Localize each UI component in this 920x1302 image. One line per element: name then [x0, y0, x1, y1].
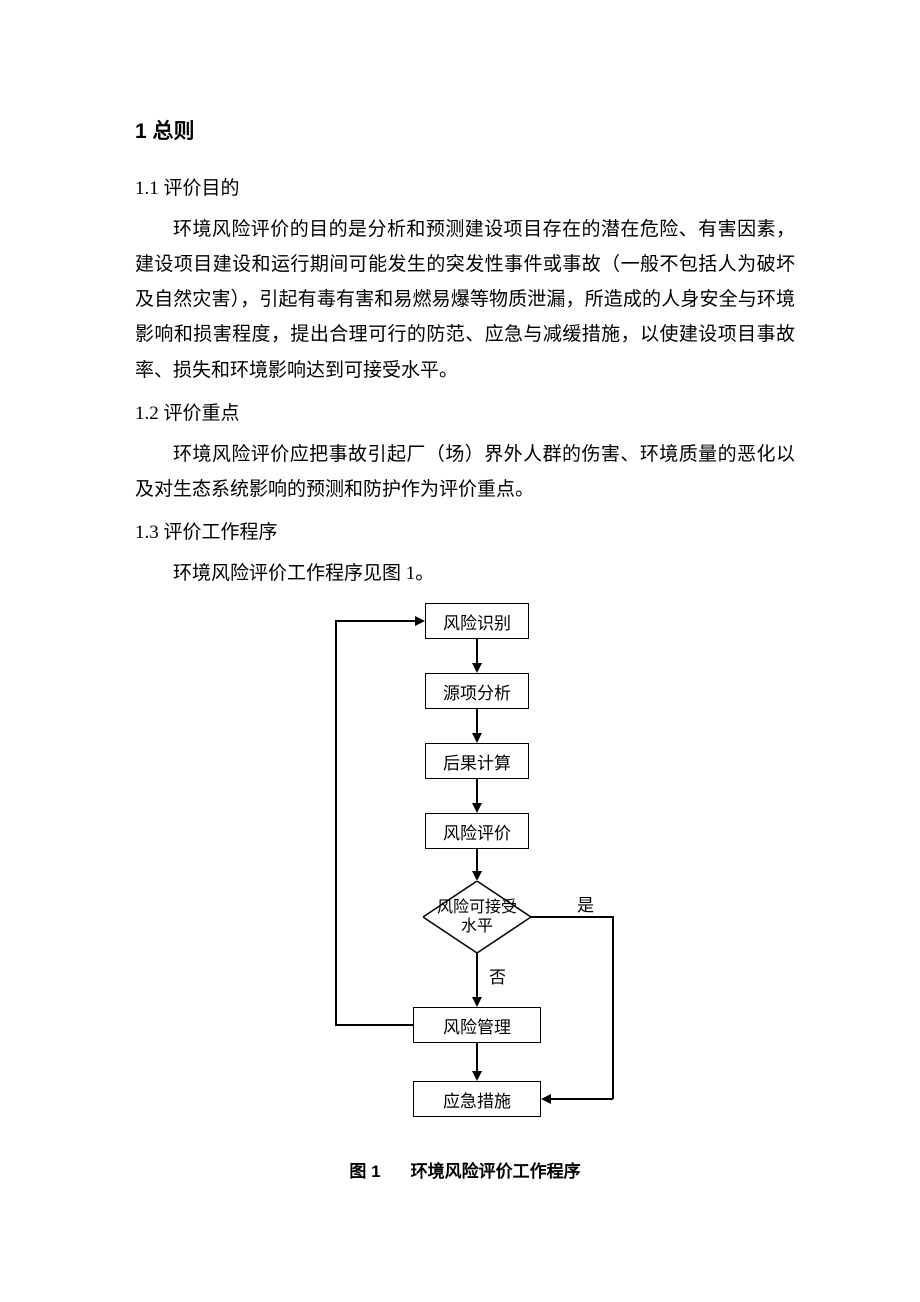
node-label: 风险评价: [443, 819, 511, 844]
arrow-6-7: [476, 1043, 478, 1071]
node-acceptable-diamond: 风险可接受 水平: [423, 881, 531, 953]
node-label: 后果计算: [443, 749, 511, 774]
arrowhead-2-3: [472, 733, 482, 743]
feedback-v: [335, 620, 337, 1025]
figure-caption: 图 1 环境风险评价工作程序: [135, 1157, 795, 1182]
caption-num: 图 1: [349, 1162, 380, 1181]
node-emergency: 应急措施: [413, 1081, 541, 1117]
node-risk-manage: 风险管理: [413, 1007, 541, 1043]
document-page: 1 总则 1.1 评价目的 环境风险评价的目的是分析和预测建设项目存在的潜在危险…: [0, 0, 920, 1262]
arrowhead-6-7: [472, 1071, 482, 1081]
arrow-yes-v: [612, 916, 614, 1099]
arrow-yes-h2: [551, 1098, 613, 1100]
arrow-1-2: [476, 639, 478, 663]
node-label: 风险识别: [443, 609, 511, 634]
label-yes: 是: [577, 891, 594, 916]
feedback-h-top: [335, 620, 415, 622]
feedback-arrowhead: [415, 616, 425, 626]
arrow-2-3: [476, 709, 478, 733]
arrow-4-5: [476, 849, 478, 872]
node-risk-identify: 风险识别: [425, 603, 529, 639]
arrowhead-5-6: [472, 997, 482, 1007]
node-label: 源项分析: [443, 679, 511, 704]
arrowhead-yes: [541, 1094, 551, 1104]
section-1-2-title: 1.2 评价重点: [135, 398, 795, 425]
node-label: 应急措施: [443, 1087, 511, 1112]
arrowhead-3-4: [472, 803, 482, 813]
section-1-1-body: 环境风险评价的目的是分析和预测建设项目存在的潜在危险、有害因素，建设项目建设和运…: [135, 212, 795, 388]
heading-1: 1 总则: [135, 115, 795, 145]
arrow-5-6: [476, 953, 478, 997]
arrow-yes-h: [531, 916, 613, 918]
node-consequence-calc: 后果计算: [425, 743, 529, 779]
label-no: 否: [489, 963, 506, 988]
arrowhead-4-5: [472, 871, 482, 881]
arrow-3-4: [476, 779, 478, 803]
section-1-1-title: 1.1 评价目的: [135, 173, 795, 200]
arrowhead-1-2: [472, 663, 482, 673]
diamond-line2: 水平: [461, 917, 493, 936]
node-label: 风险管理: [443, 1013, 511, 1038]
node-source-analysis: 源项分析: [425, 673, 529, 709]
section-1-2-body: 环境风险评价应把事故引起厂（场）界外人群的伤害、环境质量的恶化以及对生态系统影响…: [135, 437, 795, 507]
feedback-h-bottom: [335, 1024, 413, 1026]
diamond-line1: 风险可接受: [437, 898, 517, 917]
section-1-3-title: 1.3 评价工作程序: [135, 517, 795, 544]
caption-text: 环境风险评价工作程序: [411, 1162, 581, 1181]
node-risk-eval: 风险评价: [425, 813, 529, 849]
section-1-3-intro: 环境风险评价工作程序见图 1。: [135, 556, 795, 591]
flowchart: 风险识别 源项分析 后果计算 风险评价 风险可接受 水平 风险管理 应急措施: [275, 603, 655, 1133]
